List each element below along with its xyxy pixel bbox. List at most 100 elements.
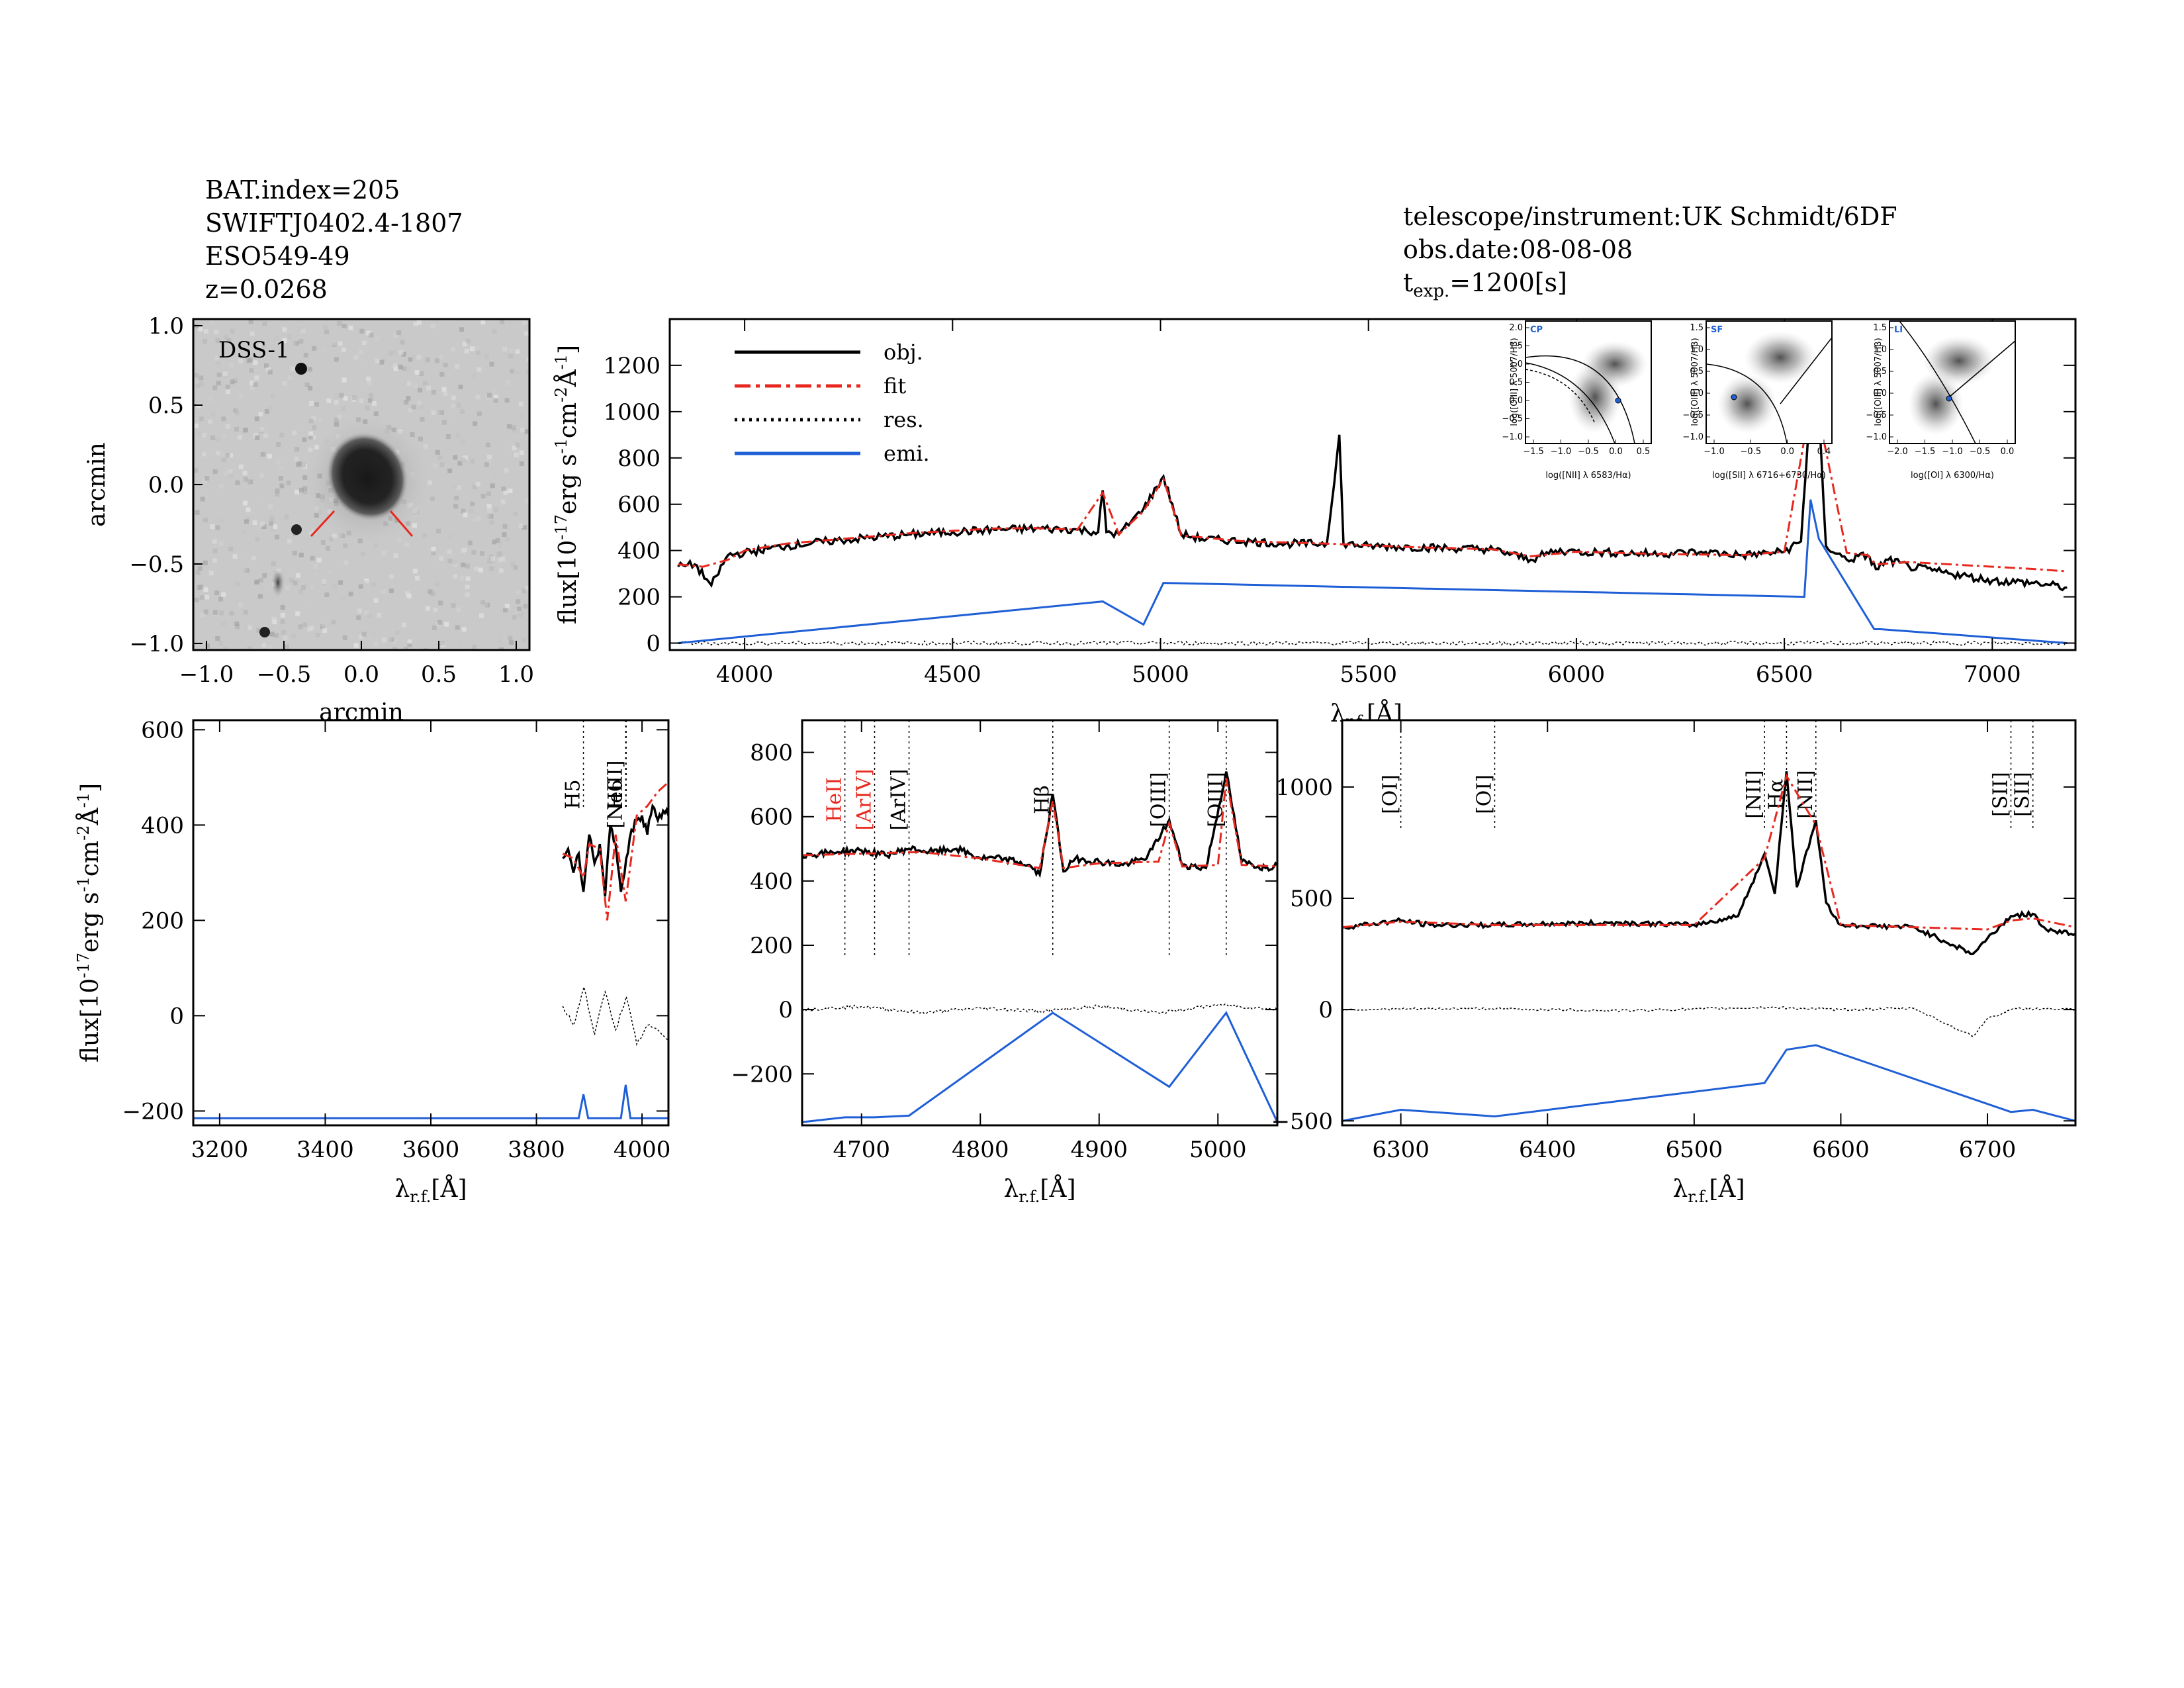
noise-pixel	[200, 496, 205, 502]
image-ytick-label: 1.0	[148, 313, 184, 340]
noise-pixel	[244, 427, 249, 432]
ytick-label: 1200	[603, 353, 660, 379]
noise-pixel	[498, 543, 503, 548]
noise-pixel	[502, 608, 508, 613]
noise-pixel	[289, 577, 294, 583]
noise-pixel	[275, 491, 280, 496]
noise-pixel	[295, 447, 300, 452]
noise-pixel	[434, 581, 439, 586]
line-label: [ArIV]	[887, 769, 911, 831]
bpt-inset-sf: SF log([OIII] λ 5007/Hβ) log([SII] λ 671…	[1682, 320, 1833, 481]
noise-pixel	[524, 331, 529, 336]
line-label: [ArIV]	[852, 769, 876, 831]
noise-pixel	[293, 586, 298, 592]
noise-pixel	[205, 476, 210, 481]
noise-pixel	[348, 325, 353, 330]
noise-pixel	[218, 484, 224, 489]
bpt-sf-tag: SF	[1711, 325, 1723, 335]
noise-pixel	[469, 346, 475, 352]
noise-pixel	[480, 551, 485, 556]
legend: obj. fit res. emi.	[735, 340, 930, 466]
noise-pixel	[261, 643, 267, 648]
header-obs-date: obs.date:08-08-08	[1403, 235, 1633, 264]
noise-pixel	[341, 406, 346, 412]
bpt-li-line	[1948, 340, 2016, 398]
noise-pixel	[259, 427, 265, 432]
noise-pixel	[358, 584, 363, 589]
bpt-xtick-label: −1.5	[1915, 447, 1936, 457]
noise-pixel	[357, 377, 362, 383]
noise-pixel	[228, 453, 234, 458]
bpt-ytick-label: 0.5	[1690, 367, 1704, 377]
texp-sub: exp.	[1413, 281, 1449, 301]
header-swift-name: SWIFTJ0402.4-1807	[205, 209, 463, 238]
noise-pixel	[394, 630, 400, 635]
noise-pixel	[221, 416, 226, 422]
noise-pixel	[371, 582, 376, 587]
noise-pixel	[244, 519, 249, 524]
star-1	[295, 363, 307, 375]
noise-pixel	[297, 461, 302, 467]
noise-pixel	[322, 622, 327, 627]
noise-pixel	[475, 346, 480, 351]
noise-pixel	[512, 445, 517, 451]
bpt-ytick-label: −0.5	[1866, 410, 1887, 420]
noise-pixel	[250, 381, 255, 386]
noise-pixel	[302, 437, 307, 442]
noise-pixel	[388, 362, 393, 367]
noise-pixel	[242, 530, 247, 535]
noise-pixel	[358, 635, 363, 640]
noise-pixel	[214, 329, 219, 334]
noise-pixel	[281, 630, 287, 635]
noise-pixel	[316, 388, 322, 393]
noise-pixel	[331, 620, 336, 625]
noise-pixel	[306, 627, 312, 632]
noise-pixel	[324, 592, 330, 598]
noise-pixel	[388, 351, 393, 356]
noise-pixel	[418, 387, 423, 393]
zoom-panel-2: HeII [ArIV] [ArIV] Hβ [OIII] [OIII] 4700 4800 4…	[731, 719, 1279, 1206]
noise-pixel	[369, 332, 374, 338]
noise-pixel	[367, 614, 372, 619]
noise-pixel	[202, 478, 207, 483]
noise-pixel	[334, 422, 339, 427]
noise-pixel	[454, 364, 459, 369]
noise-pixel	[461, 508, 466, 514]
noise-pixel	[212, 385, 218, 391]
noise-pixel	[404, 400, 409, 405]
noise-pixel	[205, 643, 210, 649]
series-emi	[1342, 1044, 2075, 1122]
noise-pixel	[522, 588, 527, 594]
noise-pixel	[398, 350, 404, 355]
noise-pixel	[473, 421, 478, 426]
xtick-label: 3400	[296, 1137, 354, 1163]
noise-pixel	[195, 383, 201, 388]
noise-pixel	[486, 442, 491, 447]
main-series	[677, 399, 2068, 646]
noise-pixel	[411, 353, 416, 359]
noise-pixel	[476, 350, 481, 355]
noise-pixel	[522, 320, 527, 326]
bpt-cp-curve-2	[1525, 369, 1596, 424]
noise-pixel	[457, 641, 462, 647]
noise-pixel	[246, 507, 251, 512]
bpt-cp-ylabel: log([OIII] λ 5007/Hβ)	[1510, 338, 1520, 426]
noise-pixel	[477, 367, 482, 372]
noise-pixel	[437, 620, 443, 625]
noise-pixel	[243, 477, 248, 482]
line-label: [SII]	[2011, 772, 2034, 817]
noise-pixel	[255, 435, 260, 440]
bpt-xtick-label: 0.5	[1637, 447, 1651, 457]
ytick-label: 400	[750, 868, 793, 895]
xtick-label: 6600	[1812, 1137, 1870, 1163]
noise-pixel	[470, 501, 475, 506]
bpt-cp-ticks: −1.5 −1.0 −0.5 0.0 0.52.01.51.00.50.0−0.5−1.…	[1502, 323, 1650, 457]
noise-pixel	[343, 396, 348, 401]
noise-pixel	[486, 459, 492, 465]
noise-pixel	[276, 442, 281, 447]
noise-pixel	[524, 457, 529, 463]
noise-pixel	[512, 428, 517, 433]
noise-pixel	[218, 641, 224, 646]
noise-pixel	[381, 550, 387, 555]
noise-pixel	[311, 435, 316, 440]
